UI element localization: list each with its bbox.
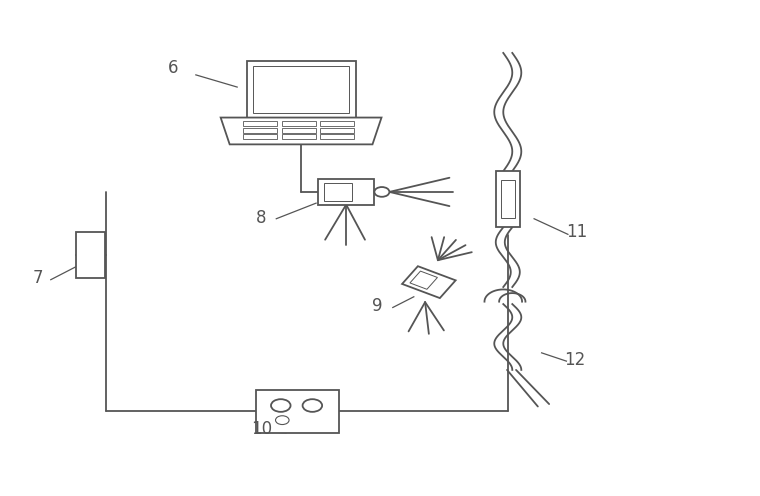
Bar (256, 390, 339, 433)
Text: 6: 6 (168, 60, 179, 77)
Text: 7: 7 (33, 269, 43, 287)
Bar (324, 183, 352, 201)
Bar (402, 266, 456, 298)
Bar (282, 134, 316, 139)
Bar (321, 127, 354, 133)
Bar (321, 121, 354, 126)
Bar (282, 121, 316, 126)
Bar (243, 127, 277, 133)
Text: 11: 11 (566, 223, 587, 241)
Text: 10: 10 (251, 420, 272, 438)
Bar (318, 179, 375, 204)
Circle shape (271, 399, 290, 412)
Polygon shape (220, 118, 382, 144)
Bar (253, 66, 349, 113)
Bar (496, 171, 520, 227)
Text: 8: 8 (256, 209, 267, 227)
Bar (282, 127, 316, 133)
Circle shape (302, 399, 322, 412)
Bar (501, 180, 515, 219)
Bar (321, 134, 354, 139)
Circle shape (375, 187, 389, 197)
Circle shape (276, 416, 289, 425)
Bar (76, 232, 105, 278)
Text: 12: 12 (564, 351, 585, 369)
Bar (243, 121, 277, 126)
Bar (410, 271, 438, 289)
Bar (246, 62, 356, 118)
Bar (243, 134, 277, 139)
Text: 9: 9 (372, 298, 383, 315)
